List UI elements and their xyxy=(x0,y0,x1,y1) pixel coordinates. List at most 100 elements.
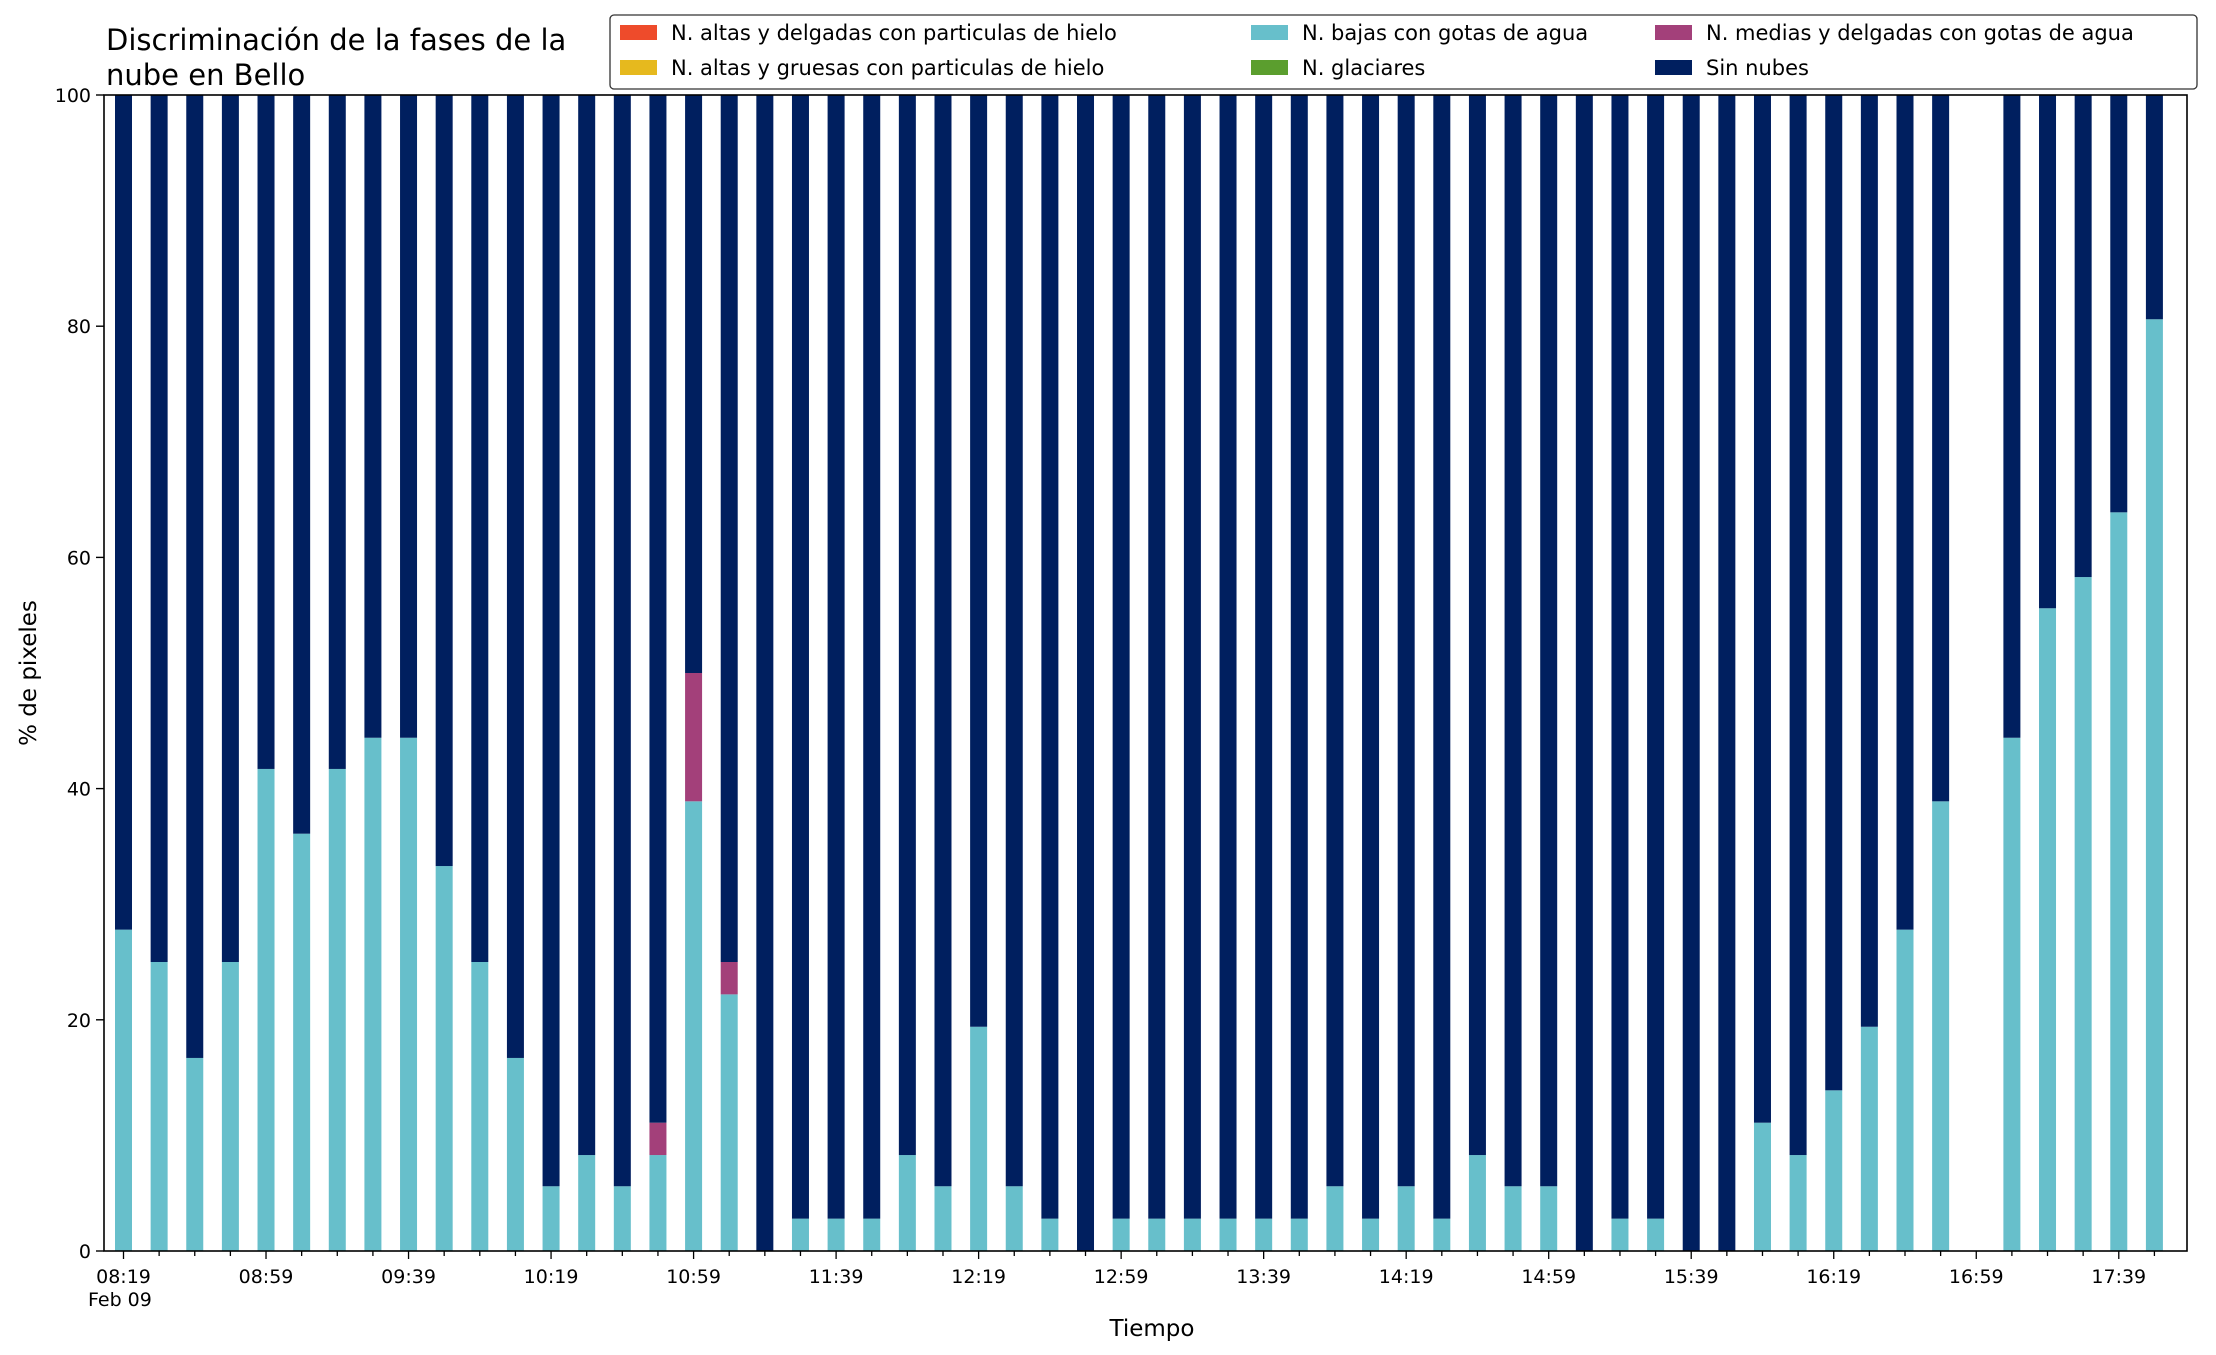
bar-segment-5-23 xyxy=(934,95,952,1187)
x-axis-label: Tiempo xyxy=(1109,1316,1195,1342)
bar-segment-2-1 xyxy=(150,962,168,1251)
bar-segment-5-14 xyxy=(613,95,631,1187)
bar-segment-2-55 xyxy=(2074,577,2092,1251)
bar-segment-5-41 xyxy=(1575,95,1593,1251)
bar-segment-5-22 xyxy=(898,95,916,1156)
bar-segment-5-17 xyxy=(720,95,738,962)
bar-segment-2-53 xyxy=(2003,737,2021,1251)
bar-segment-2-34 xyxy=(1326,1186,1344,1251)
bar-segment-2-40 xyxy=(1540,1186,1558,1251)
bar-segment-2-50 xyxy=(1896,929,1914,1251)
x-tick-label-4: 10:59 xyxy=(666,1266,721,1288)
bar-segment-2-11 xyxy=(506,1057,524,1251)
bar-segment-2-13 xyxy=(578,1155,596,1251)
bar-segment-5-29 xyxy=(1148,95,1166,1219)
bar-segment-5-20 xyxy=(827,95,845,1219)
bar-segment-5-34 xyxy=(1326,95,1344,1187)
x-tick-label-12: 16:19 xyxy=(1806,1266,1861,1288)
bar-segment-2-4 xyxy=(257,768,275,1251)
bar-segment-5-31 xyxy=(1219,95,1237,1219)
legend-label-5: Sin nubes xyxy=(1706,56,1809,80)
legend-swatch-5 xyxy=(1655,60,1692,75)
y-axis: 0 20 40 60 80 100 xyxy=(55,85,104,1263)
bar-segment-5-42 xyxy=(1611,95,1629,1219)
bar-segment-2-33 xyxy=(1290,1218,1308,1251)
legend-label-2: N. bajas con gotas de agua xyxy=(1302,21,1588,45)
bar-segment-2-28 xyxy=(1112,1218,1130,1251)
bar-segment-5-39 xyxy=(1504,95,1522,1187)
bar-segment-5-48 xyxy=(1825,95,1843,1091)
legend-label-4: N. medias y delgadas con gotas de agua xyxy=(1706,21,2134,45)
bar-segment-5-7 xyxy=(364,95,382,738)
bar-segment-2-9 xyxy=(435,866,453,1251)
bar-segment-5-16 xyxy=(685,95,703,673)
legend-box xyxy=(609,14,2198,90)
x-tick-label-1: 08:59 xyxy=(239,1266,294,1288)
bar-segment-2-39 xyxy=(1504,1186,1522,1251)
legend-swatch-3 xyxy=(1251,60,1288,75)
bar-segment-5-12 xyxy=(542,95,560,1187)
bar-segment-5-38 xyxy=(1468,95,1486,1156)
bar-segment-2-49 xyxy=(1860,1026,1878,1251)
bar-segment-2-37 xyxy=(1433,1218,1451,1251)
bar-segment-5-13 xyxy=(578,95,596,1156)
bar-segment-5-1 xyxy=(150,95,168,962)
x-tick-label-10: 14:59 xyxy=(1521,1266,1576,1288)
bar-segment-5-37 xyxy=(1433,95,1451,1219)
bar-segment-5-4 xyxy=(257,95,275,769)
bar-segment-5-50 xyxy=(1896,95,1914,930)
bar-segment-5-25 xyxy=(1005,95,1023,1187)
chart-title-line-1: Discriminación de la fases de la xyxy=(106,23,566,57)
y-tick-label-2: 40 xyxy=(67,779,91,801)
bar-segment-5-30 xyxy=(1183,95,1201,1219)
bar-segment-2-36 xyxy=(1397,1186,1415,1251)
y-tick-label-3: 60 xyxy=(67,547,91,569)
bar-segment-5-55 xyxy=(2074,95,2092,578)
legend-swatch-4 xyxy=(1655,25,1692,40)
bar-segment-5-11 xyxy=(506,95,524,1058)
bar-segment-2-23 xyxy=(934,1186,952,1251)
chart-title-line-2: nube en Bello xyxy=(106,58,305,92)
bar-segment-2-35 xyxy=(1362,1218,1380,1251)
bar-segment-2-48 xyxy=(1825,1090,1843,1251)
bar-segment-5-2 xyxy=(186,95,204,1058)
bar-segment-5-47 xyxy=(1789,95,1807,1156)
y-tick-label-1: 20 xyxy=(67,1010,91,1032)
bar-segment-5-57 xyxy=(2145,95,2163,320)
x-tick-label-14: 17:39 xyxy=(2091,1266,2146,1288)
legend-label-1: N. altas y gruesas con particulas de hie… xyxy=(671,56,1104,80)
x-tick-label-7: 12:59 xyxy=(1094,1266,1149,1288)
bar-segment-2-29 xyxy=(1148,1218,1166,1251)
bar-segment-2-32 xyxy=(1255,1218,1273,1251)
y-tick-label-0: 0 xyxy=(79,1241,91,1263)
legend: N. altas y delgadas con particulas de hi… xyxy=(609,14,2198,90)
bar-segment-2-57 xyxy=(2145,319,2163,1251)
bar-segment-2-7 xyxy=(364,737,382,1251)
bar-segment-2-5 xyxy=(293,833,311,1251)
x-tick-label-3: 10:19 xyxy=(524,1266,579,1288)
x-tick-label-0: 08:19 xyxy=(96,1266,151,1288)
x-tick-label-5: 11:39 xyxy=(809,1266,864,1288)
bar-segment-5-19 xyxy=(791,95,809,1219)
plot-area-frame xyxy=(103,94,2188,1252)
bar-segment-2-0 xyxy=(115,929,132,1251)
bar-segment-2-46 xyxy=(1753,1122,1771,1251)
bar-segment-2-12 xyxy=(542,1186,560,1251)
bar-segment-2-16 xyxy=(685,801,703,1251)
bar-segment-5-46 xyxy=(1753,95,1771,1123)
bar-segment-5-45 xyxy=(1718,95,1736,1251)
x-date-label: Feb 09 xyxy=(88,1289,152,1311)
bar-segment-5-28 xyxy=(1112,95,1130,1219)
bar-segment-5-44 xyxy=(1682,95,1700,1251)
bar-segment-2-38 xyxy=(1468,1155,1486,1251)
legend-label-3: N. glaciares xyxy=(1302,56,1425,80)
bar-segment-2-51 xyxy=(1932,801,1950,1251)
bar-segment-2-8 xyxy=(400,737,418,1251)
y-tick-label-4: 80 xyxy=(67,316,91,338)
bar-segment-5-24 xyxy=(970,95,988,1027)
bar-segment-5-18 xyxy=(756,95,774,1251)
bar-segment-5-6 xyxy=(328,95,346,769)
x-tick-label-8: 13:39 xyxy=(1236,1266,1291,1288)
bar-segment-2-54 xyxy=(2039,608,2057,1251)
